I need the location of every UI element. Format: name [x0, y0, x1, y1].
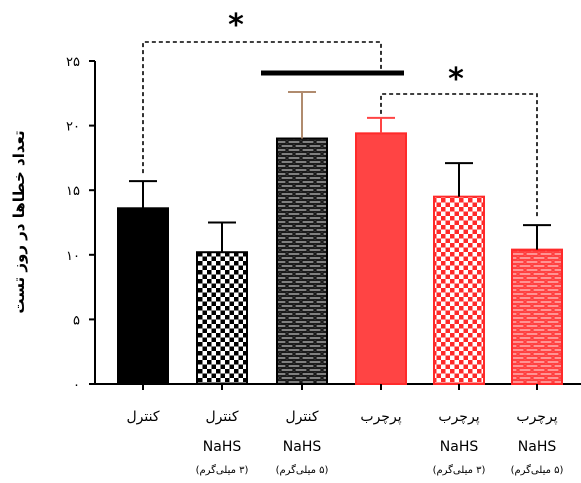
category-sublabel-5: NaHS: [518, 439, 557, 455]
bar-4: [433, 195, 485, 385]
bar-5: [511, 248, 563, 385]
category-label-5: پرچرب: [516, 409, 557, 425]
category-label-2: کنترل: [285, 409, 318, 425]
category-dose-2: (۵ میلی‌گرم): [276, 464, 329, 476]
y-axis-label: تعداد خطاها در روز تست: [10, 130, 28, 313]
bar-1: [196, 251, 248, 385]
category-sublabel-4: NaHS: [440, 439, 479, 455]
bars: [117, 132, 563, 385]
significance-star-1: *: [448, 62, 464, 97]
error-bars: [129, 91, 551, 253]
y-ticks: ۰ ۵ ۱۰ ۱۵ ۲۰ ۲۵: [66, 55, 95, 393]
bar-0: [117, 207, 169, 385]
category-sublabel-2: NaHS: [283, 439, 322, 455]
significance-star-0: *: [228, 8, 244, 43]
y-tick-label-2: ۱۰: [66, 249, 80, 264]
significance-bracket-1: [380, 93, 538, 220]
category-dose-1: (۳ میلی‌گرم): [196, 464, 249, 476]
y-tick-label-1: ۵: [73, 313, 80, 328]
category-sublabel-1: NaHS: [203, 439, 242, 455]
bar-3: [355, 132, 407, 385]
significance-markers: **: [142, 8, 538, 220]
category-label-3: پرچرب: [360, 409, 401, 425]
category-dose-4: (۳ میلی‌گرم): [433, 464, 486, 476]
category-dose-5: (۵ میلی‌گرم): [511, 464, 564, 476]
category-label-0: کنترل: [126, 409, 159, 425]
y-tick-label-3: ۱۵: [66, 184, 80, 199]
y-tick-label-0: ۰: [73, 378, 80, 393]
significance-bracket-0: [142, 41, 382, 174]
category-label-4: پرچرب: [438, 409, 479, 425]
bar-2: [276, 137, 328, 385]
y-tick-label-5: ۲۵: [66, 55, 80, 70]
category-labels: کنترل کنترل NaHS (۳ میلی‌گرم) کنترل NaHS (۵ می…: [126, 384, 564, 476]
y-tick-label-4: ۲۰: [66, 120, 80, 135]
category-label-1: کنترل: [205, 409, 238, 425]
